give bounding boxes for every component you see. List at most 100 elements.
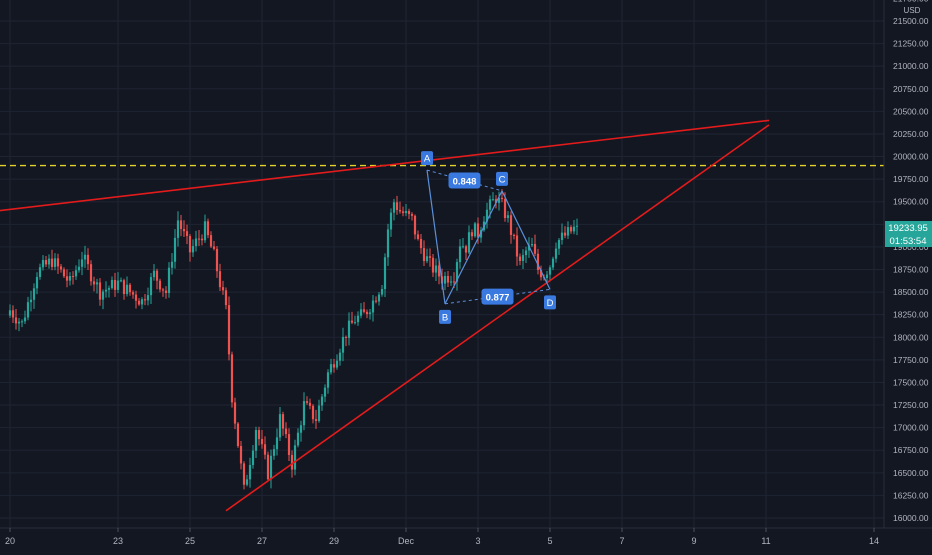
candle: [32, 283, 36, 309]
candle-body: [47, 258, 51, 265]
candle: [158, 278, 162, 293]
candle-body: [407, 210, 411, 215]
price-axis[interactable]: USD 16000.00 16250.00 16500.00 16750.00 1700…: [883, 0, 932, 528]
candle-body: [248, 464, 252, 480]
price-tick-label: 18000.00: [893, 332, 929, 342]
time-tick-label: 9: [691, 536, 696, 546]
candle-body: [8, 310, 12, 316]
candle-body: [416, 234, 420, 239]
candles: [8, 189, 579, 490]
candle: [341, 327, 345, 362]
candle: [413, 214, 417, 240]
abcd-pattern[interactable]: 0.848 0.877 A B C D: [421, 151, 556, 324]
candle-body: [362, 309, 366, 312]
candle: [515, 227, 519, 266]
candle: [275, 428, 279, 456]
candle: [557, 237, 561, 255]
candle: [44, 256, 48, 268]
candle: [191, 239, 195, 257]
candle: [443, 271, 447, 291]
candle-body: [332, 364, 336, 368]
candle-body: [251, 450, 255, 465]
candle: [185, 224, 189, 245]
candle-body: [413, 215, 417, 235]
candle: [101, 289, 105, 310]
candle: [173, 229, 177, 269]
candle-body: [221, 287, 225, 291]
candle-body: [476, 223, 480, 238]
pattern-leg: [426, 170, 446, 304]
candle-body: [557, 239, 561, 249]
candle-body: [293, 445, 297, 470]
candle-body: [176, 220, 180, 238]
candle-body: [185, 231, 189, 236]
candle-body: [113, 279, 117, 290]
bar-countdown: 01:53:54: [890, 236, 927, 247]
candle-body: [101, 291, 105, 300]
candle-body: [539, 269, 543, 278]
pattern-point-label: A: [424, 154, 431, 165]
candle: [11, 305, 15, 323]
candle-body: [86, 254, 90, 265]
candle-body: [89, 264, 93, 282]
ratio-label: 0.877: [486, 293, 510, 304]
candle: [203, 214, 207, 243]
candle-body: [107, 288, 111, 290]
candle-body: [263, 444, 267, 455]
candle: [560, 223, 564, 245]
candle: [464, 244, 468, 260]
candle-body: [281, 414, 285, 429]
candle-body: [401, 211, 405, 214]
candle-body: [260, 439, 264, 445]
candle-body: [257, 430, 261, 440]
candle: [29, 290, 33, 312]
candle-body: [170, 261, 174, 268]
pattern-point-label: C: [499, 174, 506, 185]
candle: [86, 248, 90, 271]
candle-body: [173, 237, 177, 262]
candle-body: [338, 352, 342, 361]
candle-body: [284, 428, 288, 435]
time-axis[interactable]: 20 23 25 27 29 Dec 3 5 7 9 11 14: [0, 527, 932, 550]
candle: [368, 309, 372, 320]
candle-body: [437, 265, 441, 277]
candle: [122, 278, 126, 300]
candle: [470, 229, 474, 240]
candle-body: [296, 432, 300, 446]
candle-body: [254, 430, 258, 451]
candle-body: [11, 310, 15, 318]
candle-body: [65, 276, 69, 281]
candle: [374, 296, 378, 304]
trendline: [225, 124, 770, 512]
time-tick-label: 25: [185, 536, 195, 546]
candle: [311, 404, 315, 424]
candle: [317, 399, 321, 423]
price-tick-label: 18500.00: [893, 287, 929, 297]
candle-body: [164, 290, 168, 294]
candle: [380, 284, 384, 297]
last-price-box: [885, 221, 932, 247]
candle: [281, 411, 285, 436]
candle-body: [431, 257, 435, 273]
candle-body: [140, 299, 144, 305]
candle-body: [398, 210, 402, 212]
time-tick-label: 29: [329, 536, 339, 546]
candle: [398, 201, 402, 214]
trendlines[interactable]: [0, 119, 770, 512]
candle-body: [470, 232, 474, 237]
candle-body: [308, 402, 312, 406]
candle: [224, 287, 228, 310]
candle-body: [500, 197, 504, 200]
candle-body: [209, 235, 213, 247]
candle: [449, 275, 453, 286]
candle: [485, 202, 489, 229]
candle: [125, 276, 129, 297]
candle: [68, 272, 72, 286]
candle: [128, 282, 132, 296]
candle-body: [71, 276, 75, 278]
candle: [155, 268, 159, 290]
candle-body: [272, 449, 276, 456]
candle-body: [455, 262, 459, 282]
candle-body: [518, 256, 522, 261]
